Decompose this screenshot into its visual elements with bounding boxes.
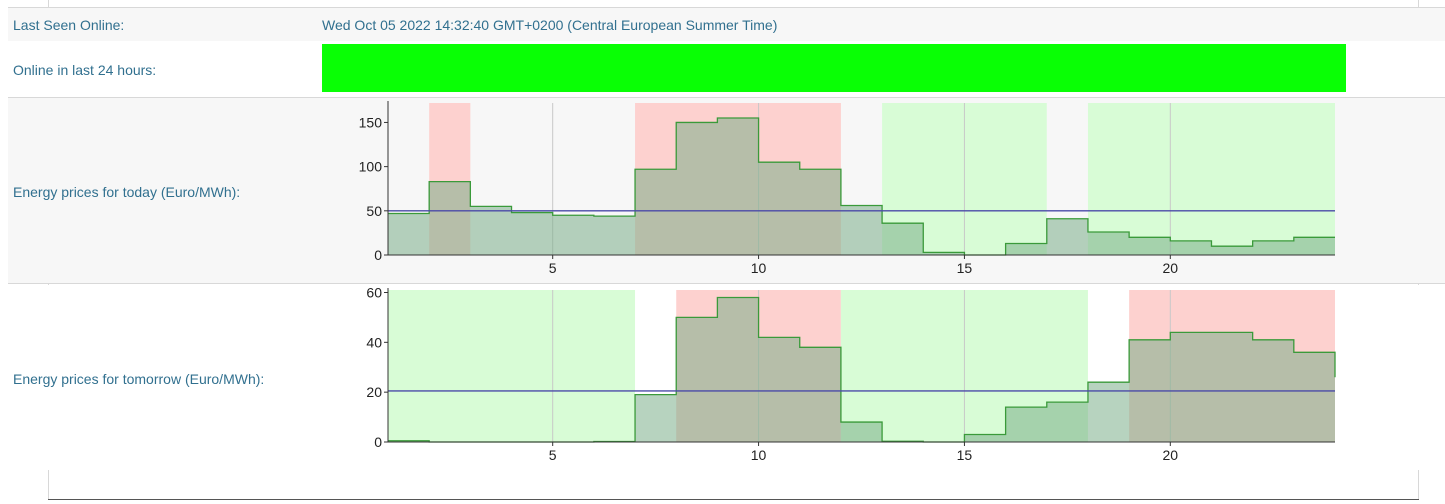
y-tick-label: 60 — [366, 285, 382, 300]
table-border-bottom — [48, 499, 1419, 500]
price-area-fill — [388, 118, 1335, 255]
y-tick-label: 20 — [366, 384, 382, 400]
cheap-price-band — [388, 290, 636, 442]
online-status-bar — [322, 44, 1346, 92]
online-label: Online in last 24 hours: — [13, 62, 157, 78]
y-tick-label: 150 — [359, 114, 383, 130]
online-row: Online in last 24 hours: — [8, 41, 1445, 98]
tomorrow-prices-label: Energy prices for tomorrow (Euro/MWh): — [13, 371, 265, 387]
last-seen-row: Last Seen Online: Wed Oct 05 2022 14:32:… — [8, 7, 1445, 42]
x-tick-label: 15 — [957, 260, 973, 276]
x-tick-label: 20 — [1163, 447, 1179, 463]
last-seen-value: Wed Oct 05 2022 14:32:40 GMT+0200 (Centr… — [322, 17, 778, 33]
y-tick-label: 40 — [366, 334, 382, 350]
x-tick-label: 5 — [549, 447, 557, 463]
today-price-chart: 0 50 100 150 5 10 15 20 — [359, 101, 1335, 276]
y-tick-label: 50 — [366, 203, 382, 219]
tomorrow-price-chart: 0 20 40 60 5 10 15 20 — [366, 285, 1336, 463]
price-step-line — [388, 117, 1335, 256]
y-tick-label: 100 — [359, 159, 383, 175]
x-tick-label: 10 — [751, 260, 767, 276]
y-tick-label: 0 — [374, 434, 382, 450]
x-tick-label: 5 — [549, 260, 557, 276]
cheap-price-band — [1087, 103, 1335, 255]
x-tick-label: 15 — [957, 447, 973, 463]
x-tick-label: 10 — [751, 447, 767, 463]
last-seen-label: Last Seen Online: — [13, 17, 125, 33]
price-area-fill — [388, 297, 1335, 442]
x-tick-label: 20 — [1163, 260, 1179, 276]
today-prices-label: Energy prices for today (Euro/MWh): — [13, 184, 241, 200]
y-tick-label: 0 — [374, 247, 382, 263]
